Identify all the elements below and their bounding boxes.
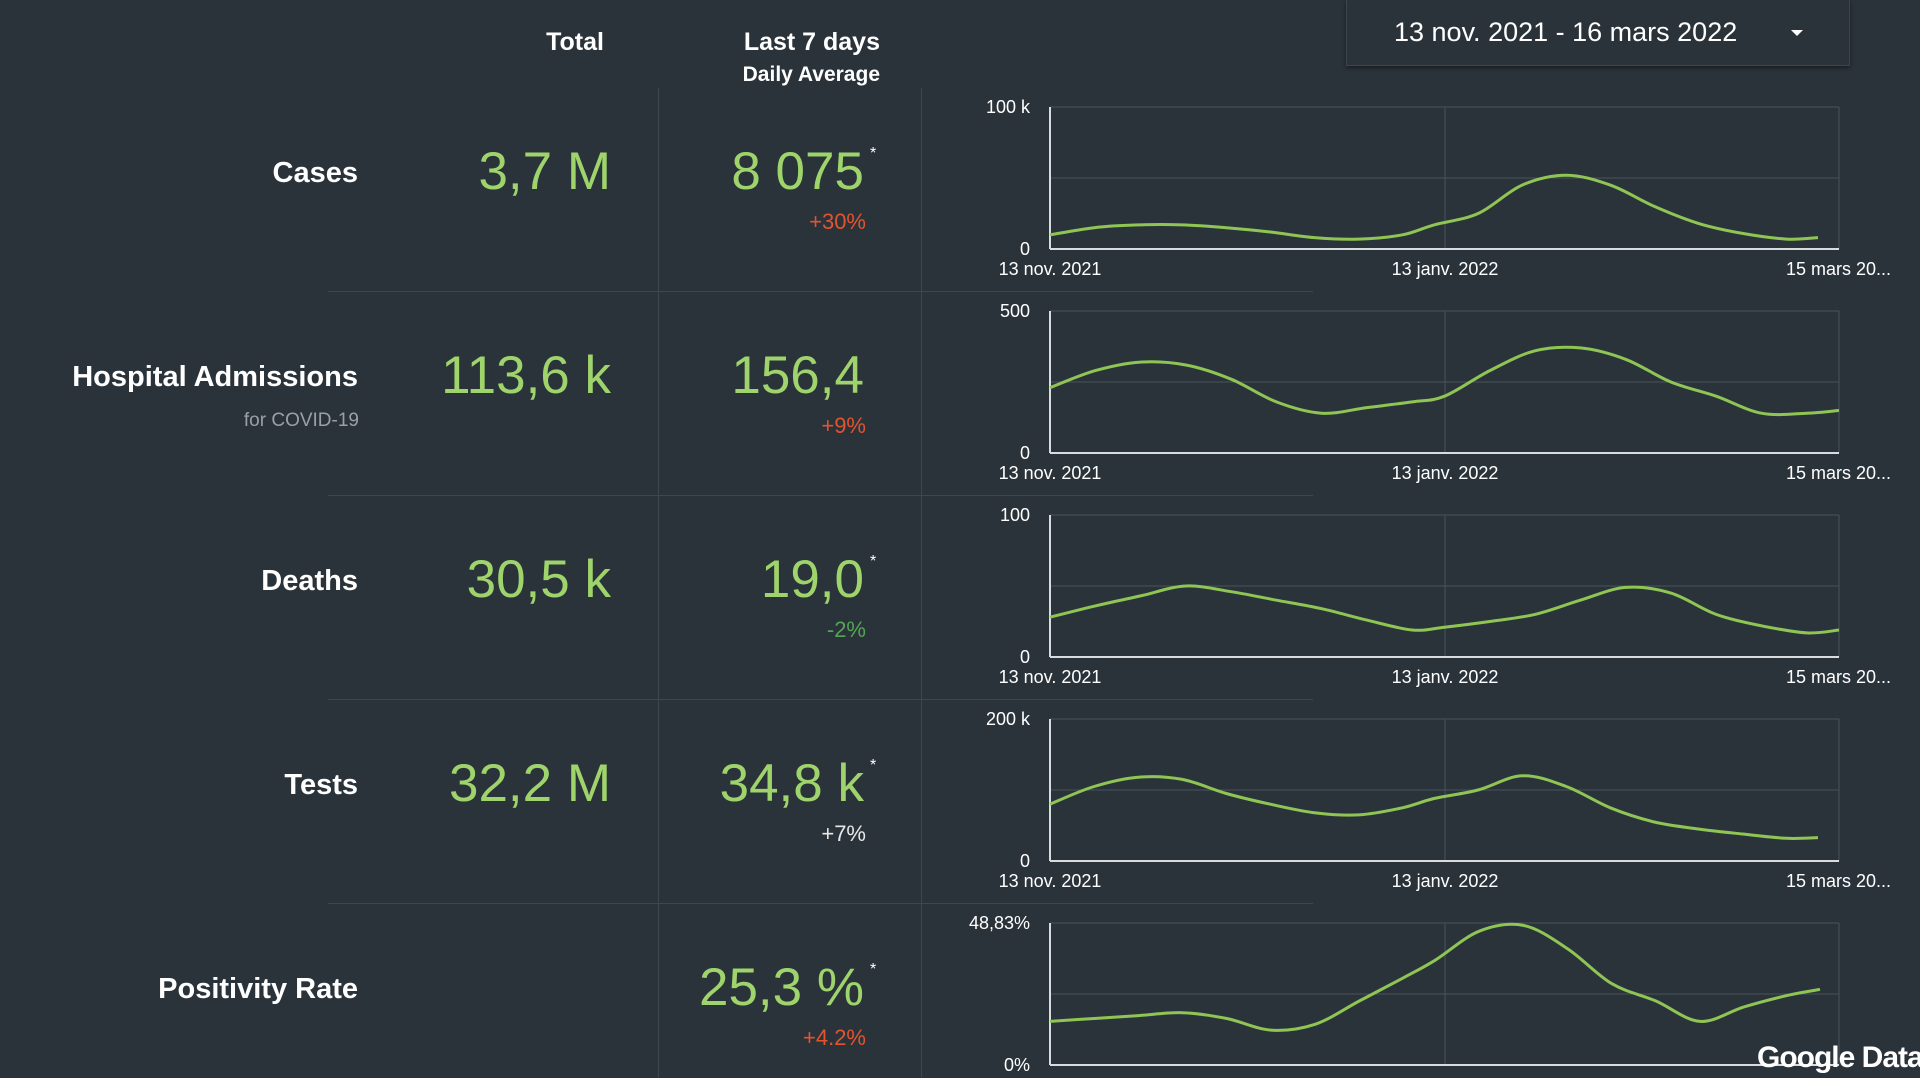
sparkline-chart-hospital-admissions: 0 500 13 nov. 2021 13 janv. 2022 15 mars 20.… [999,301,1891,483]
row-divider-4 [328,903,1313,904]
chart-y-tick-label: 500 [1000,301,1030,321]
asterisk-note-cases: * [870,145,877,162]
sparkline-chart-positivity-rate: 0% 48,83% [969,913,1840,1075]
chart-x-tick-label: 13 janv. 2022 [1392,871,1499,891]
chart-y-tick-label: 0 [1020,851,1030,871]
daily-average-subheader: Daily Average [742,63,880,86]
dropdown-caret-icon [1791,29,1803,36]
change-value-hospital-admissions: +9% [821,413,866,438]
row-label-hospital-admissions: Hospital Admissions [72,361,358,393]
sparkline-chart-tests: 0 200 k 13 nov. 2021 13 janv. 2022 15 mars 2… [986,709,1891,891]
row-divider-3 [328,699,1313,700]
date-range-selector[interactable]: 13 nov. 2021 - 16 mars 2022 [1346,0,1850,66]
total-value-deaths: 30,5 k [466,550,611,609]
row-label-positivity-rate: Positivity Rate [158,973,358,1005]
chart-y-tick-label: 100 [1000,505,1030,525]
column-divider-2 [921,88,922,1078]
change-value-tests: +7% [821,821,866,846]
chart-x-tick-label: 13 janv. 2022 [1392,259,1499,279]
chart-x-tick-label: 15 mars 20... [1786,871,1891,891]
chart-x-tick-label: 13 janv. 2022 [1392,463,1499,483]
chart-y-tick-label: 200 k [986,709,1031,729]
row-label-tests: Tests [284,769,358,801]
date-range-value: 13 nov. 2021 - 16 mars 2022 [1394,17,1738,47]
total-value-hospital-admissions: 113,6 k [441,346,611,405]
sparkline-chart-deaths: 0 100 13 nov. 2021 13 janv. 2022 15 mars 20.… [999,505,1891,687]
daily-avg-value-positivity-rate: 25,3 % [698,958,864,1017]
change-value-deaths: -2% [826,617,866,642]
chart-y-tick-label: 0 [1020,443,1030,463]
chart-x-tick-label: 13 janv. 2022 [1392,667,1499,687]
chart-series-line [1049,345,1840,417]
chart-x-tick-label: 15 mars 20... [1786,667,1891,687]
chart-x-tick-label: 13 nov. 2021 [999,871,1102,891]
google-data-studio-logo: Google Data [1757,1041,1920,1074]
chart-y-tick-label: 0 [1020,647,1030,667]
sparkline-chart-cases: 0 100 k 13 nov. 2021 13 janv. 2022 15 mars 2… [986,97,1891,279]
chart-x-tick-label: 15 mars 20... [1786,259,1891,279]
chart-x-tick-label: 13 nov. 2021 [999,259,1102,279]
chart-x-tick-label: 13 nov. 2021 [999,667,1102,687]
chart-y-tick-label: 100 k [986,97,1031,117]
asterisk-note-positivity-rate: * [870,961,877,978]
total-value-cases: 3,7 M [478,142,611,201]
asterisk-note-deaths: * [870,553,877,570]
chart-y-tick-label: 0% [1004,1055,1030,1075]
chart-series-line [1049,774,1819,840]
row-sublabel-hospital-admissions: for COVID-19 [243,410,359,431]
row-label-deaths: Deaths [261,565,358,597]
chart-y-tick-label: 48,83% [969,913,1030,933]
daily-avg-value-deaths: 19,0 [760,550,864,609]
chart-series-line [1049,584,1840,635]
chart-x-tick-label: 15 mars 20... [1786,463,1891,483]
total-value-tests: 32,2 M [448,754,611,813]
daily-avg-value-hospital-admissions: 156,4 [731,346,864,405]
total-column-header: Total [546,28,604,56]
daily-avg-value-cases: 8 075 [731,142,864,201]
row-label-cases: Cases [272,157,358,189]
change-value-positivity-rate: +4.2% [803,1025,866,1050]
daily-avg-value-tests: 34,8 k [719,754,864,813]
chart-y-tick-label: 0 [1020,239,1030,259]
change-value-cases: +30% [809,209,866,234]
row-divider-1 [328,291,1313,292]
asterisk-note-tests: * [870,757,877,774]
chart-x-tick-label: 13 nov. 2021 [999,463,1102,483]
chart-series-line [1049,173,1819,241]
column-divider-1 [658,88,659,1078]
row-divider-2 [328,495,1313,496]
last-7-days-column-header: Last 7 days [743,28,880,56]
chart-series-line [1049,922,1821,1032]
